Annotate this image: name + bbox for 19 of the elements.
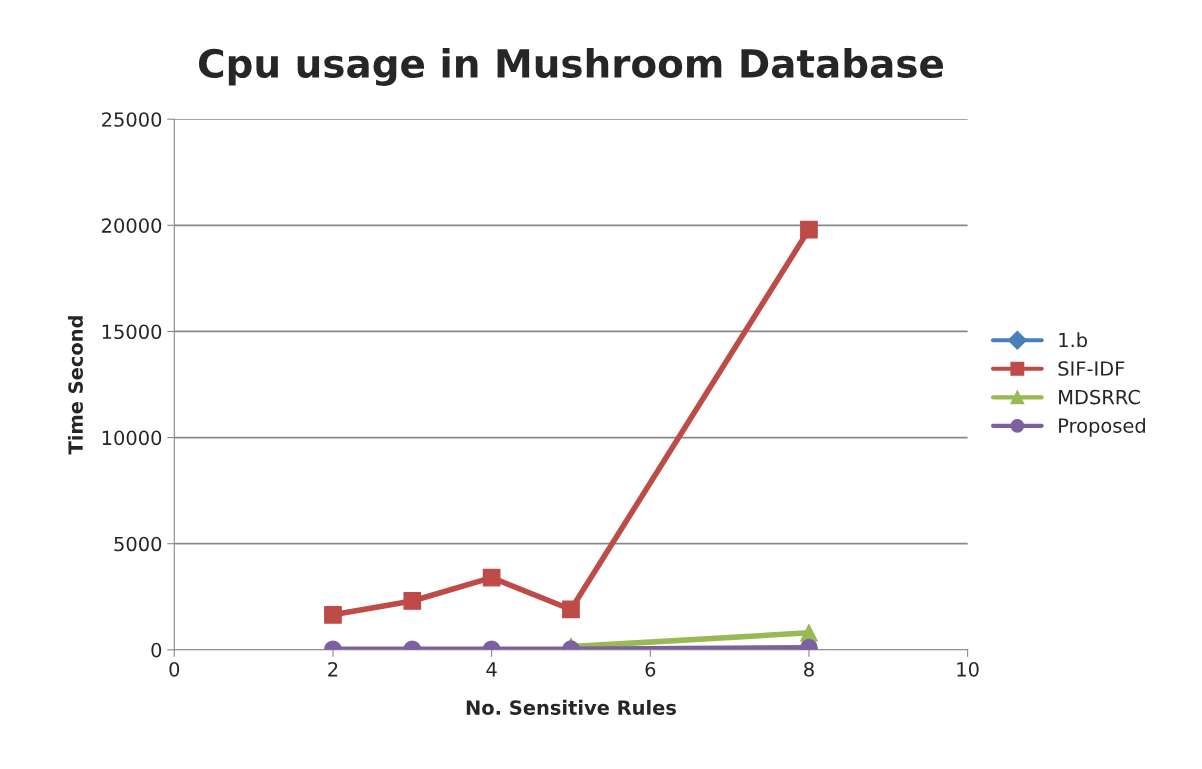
- x-axis-title: No. Sensitive Rules: [466, 699, 676, 715]
- y-tick-label: 20000: [102, 218, 162, 233]
- y-tick-label: 0: [151, 642, 162, 658]
- x-tick-label: 6: [645, 661, 656, 677]
- legend-label: 1.b: [1059, 332, 1088, 348]
- legend-label: Proposed: [1059, 417, 1145, 437]
- x-tick-label: 10: [957, 661, 979, 677]
- chart-title: Cpu usage in Mushroom Database: [198, 47, 943, 86]
- y-tick-label: 10000: [102, 430, 162, 446]
- legend-label: SIF-IDF: [1058, 361, 1125, 376]
- y-tick-label: 15000: [102, 324, 162, 340]
- x-tick-label: 0: [169, 661, 180, 677]
- x-tick-label: 4: [486, 662, 497, 677]
- y-tick-label: 25000: [102, 112, 162, 127]
- legend-label: MDSRRC: [1059, 389, 1140, 405]
- x-tick-label: 8: [804, 661, 814, 677]
- y-axis-title: Time Second: [67, 316, 83, 455]
- x-tick-label: 2: [328, 661, 338, 677]
- y-tick-label: 5000: [114, 536, 162, 552]
